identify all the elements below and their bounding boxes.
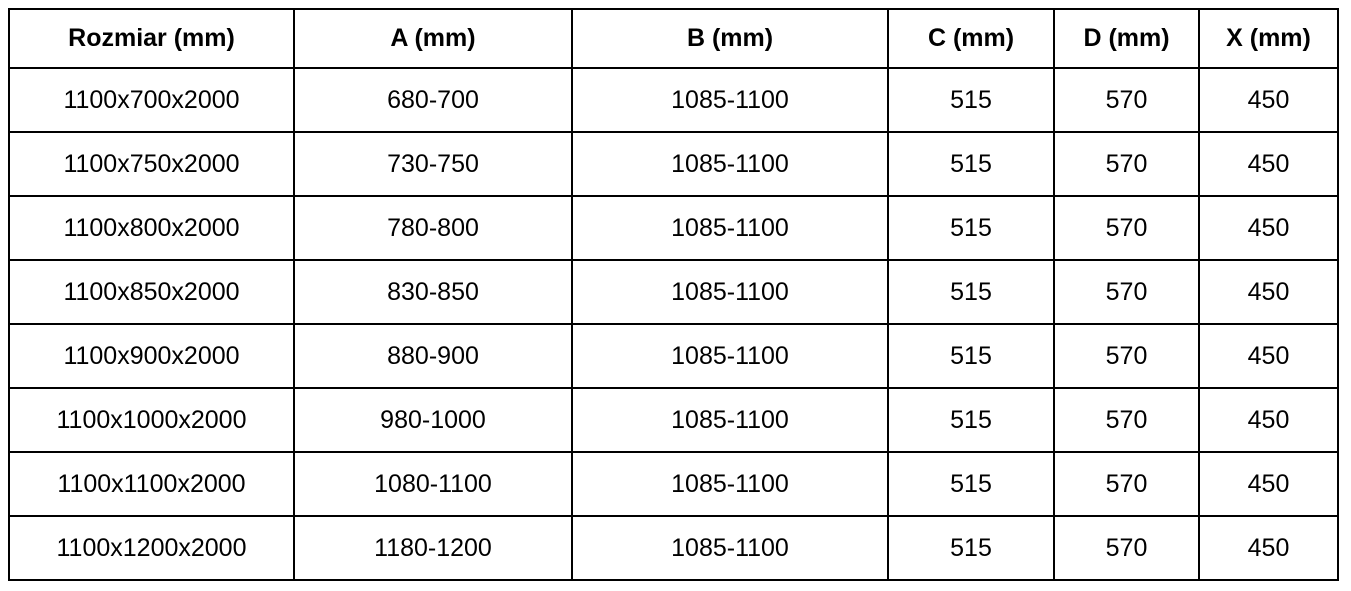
cell-a: 830-850 (293, 259, 573, 325)
cell-a: 880-900 (293, 323, 573, 389)
column-header-a: A (mm) (293, 8, 573, 69)
cell-b: 1085-1100 (571, 67, 889, 133)
cell-b: 1085-1100 (571, 515, 889, 581)
cell-a: 780-800 (293, 195, 573, 261)
cell-d: 570 (1053, 323, 1200, 389)
cell-a: 980-1000 (293, 387, 573, 453)
cell-x: 450 (1198, 195, 1339, 261)
column-header-rozmiar: Rozmiar (mm) (8, 8, 295, 69)
cell-c: 515 (887, 451, 1055, 517)
cell-c: 515 (887, 195, 1055, 261)
cell-b: 1085-1100 (571, 387, 889, 453)
table-row: 1100x1200x2000 1180-1200 1085-1100 515 5… (8, 515, 1339, 581)
cell-d: 570 (1053, 515, 1200, 581)
cell-x: 450 (1198, 131, 1339, 197)
cell-b: 1085-1100 (571, 323, 889, 389)
column-header-d: D (mm) (1053, 8, 1200, 69)
cell-rozmiar: 1100x900x2000 (8, 323, 295, 389)
size-spec-table-container: Rozmiar (mm) A (mm) B (mm) C (mm) D (mm)… (8, 8, 1339, 581)
cell-d: 570 (1053, 259, 1200, 325)
cell-rozmiar: 1100x1000x2000 (8, 387, 295, 453)
cell-a: 730-750 (293, 131, 573, 197)
table-row: 1100x750x2000 730-750 1085-1100 515 570 … (8, 131, 1339, 197)
cell-rozmiar: 1100x800x2000 (8, 195, 295, 261)
cell-d: 570 (1053, 67, 1200, 133)
cell-a: 680-700 (293, 67, 573, 133)
table-row: 1100x1100x2000 1080-1100 1085-1100 515 5… (8, 451, 1339, 517)
cell-c: 515 (887, 323, 1055, 389)
cell-rozmiar: 1100x700x2000 (8, 67, 295, 133)
size-spec-table: Rozmiar (mm) A (mm) B (mm) C (mm) D (mm)… (8, 8, 1339, 581)
cell-b: 1085-1100 (571, 195, 889, 261)
cell-rozmiar: 1100x750x2000 (8, 131, 295, 197)
cell-x: 450 (1198, 387, 1339, 453)
cell-c: 515 (887, 67, 1055, 133)
cell-a: 1180-1200 (293, 515, 573, 581)
cell-c: 515 (887, 131, 1055, 197)
cell-x: 450 (1198, 515, 1339, 581)
cell-x: 450 (1198, 259, 1339, 325)
column-header-c: C (mm) (887, 8, 1055, 69)
cell-rozmiar: 1100x1100x2000 (8, 451, 295, 517)
cell-b: 1085-1100 (571, 131, 889, 197)
table-row: 1100x800x2000 780-800 1085-1100 515 570 … (8, 195, 1339, 261)
cell-rozmiar: 1100x850x2000 (8, 259, 295, 325)
cell-b: 1085-1100 (571, 259, 889, 325)
cell-b: 1085-1100 (571, 451, 889, 517)
column-header-x: X (mm) (1198, 8, 1339, 69)
cell-d: 570 (1053, 131, 1200, 197)
cell-d: 570 (1053, 195, 1200, 261)
cell-x: 450 (1198, 323, 1339, 389)
cell-x: 450 (1198, 67, 1339, 133)
cell-x: 450 (1198, 451, 1339, 517)
cell-d: 570 (1053, 451, 1200, 517)
header-row: Rozmiar (mm) A (mm) B (mm) C (mm) D (mm)… (8, 8, 1339, 69)
table-row: 1100x700x2000 680-700 1085-1100 515 570 … (8, 67, 1339, 133)
cell-c: 515 (887, 387, 1055, 453)
cell-c: 515 (887, 515, 1055, 581)
table-row: 1100x900x2000 880-900 1085-1100 515 570 … (8, 323, 1339, 389)
cell-d: 570 (1053, 387, 1200, 453)
table-row: 1100x850x2000 830-850 1085-1100 515 570 … (8, 259, 1339, 325)
column-header-b: B (mm) (571, 8, 889, 69)
cell-c: 515 (887, 259, 1055, 325)
table-row: 1100x1000x2000 980-1000 1085-1100 515 57… (8, 387, 1339, 453)
cell-rozmiar: 1100x1200x2000 (8, 515, 295, 581)
cell-a: 1080-1100 (293, 451, 573, 517)
